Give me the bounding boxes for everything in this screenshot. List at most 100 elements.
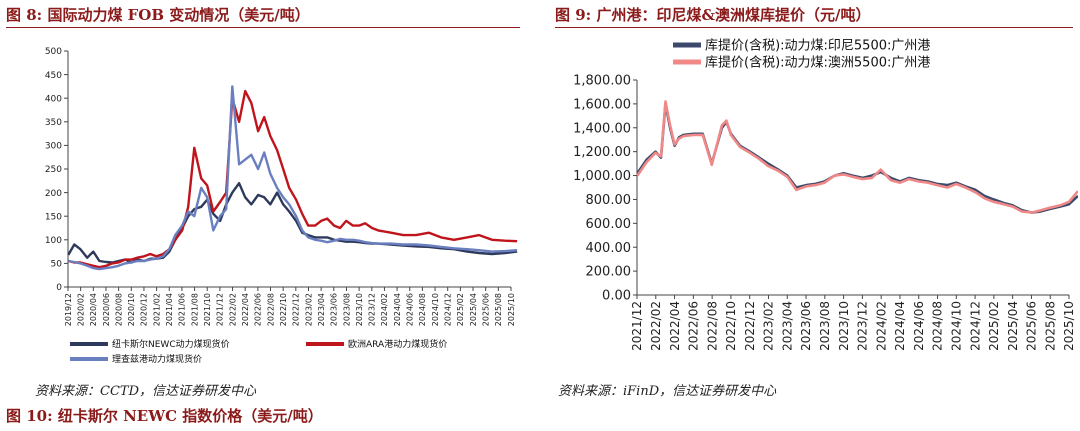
- x-tick-label: 2021/08: [190, 293, 199, 326]
- x-tick-label: 2025/08: [1043, 301, 1057, 351]
- x-tick-label: 2020/04: [89, 293, 98, 326]
- x-tick-label: 2020/02: [76, 293, 85, 326]
- y-tick-label: 200.00: [586, 265, 632, 280]
- x-tick-label: 2021/02: [152, 293, 161, 326]
- x-tick-label: 2021/10: [203, 293, 212, 326]
- x-tick-label: 2025/10: [507, 293, 516, 326]
- y-tick-label: 1,000.00: [573, 169, 631, 184]
- x-tick-label: 2022/10: [724, 301, 738, 351]
- x-tick-label: 2025/02: [456, 293, 465, 326]
- x-tick-label: 2023/02: [304, 293, 313, 326]
- x-tick-label: 2022/08: [266, 293, 275, 326]
- x-tick-label: 2020/12: [140, 293, 149, 326]
- legend-label-1: 纽卡斯尔NEWC动力煤现货价: [112, 338, 230, 350]
- x-tick-label: 2023/10: [355, 293, 364, 326]
- x-tick-label: 2023/10: [837, 301, 851, 351]
- x-tick-label: 2024/02: [874, 301, 888, 351]
- figure-10-title-text: 纽卡斯尔 NEWC 指数价格（美元/吨）: [57, 407, 323, 425]
- x-tick-label: 2022/06: [254, 293, 263, 326]
- x-tick-label: 2023/06: [330, 293, 339, 326]
- series-line-1: [636, 102, 1078, 214]
- x-tick-label: 2023/12: [856, 301, 870, 351]
- y-tick-label: 400: [45, 94, 62, 104]
- chart-guangzhou-port-prices: 0.00 200.00 400.00 600.00 800.00 1,000.00 1,20…: [573, 38, 1078, 351]
- series-line-3: [68, 85, 518, 271]
- x-tick-label: 2025/02: [987, 301, 1001, 351]
- x-tick-label: 2021/04: [165, 293, 174, 326]
- x-tick-label: 2023/06: [799, 301, 813, 351]
- y-tick-label: 1,200.00: [573, 145, 631, 160]
- x-tick-label: 2021/12: [630, 301, 644, 351]
- y-tick-label: 500: [45, 47, 62, 57]
- x-tick-label: 2024/02: [380, 293, 389, 326]
- x-tick-label: 2024/12: [968, 301, 982, 351]
- x-tick-label: 2025/06: [481, 293, 490, 326]
- y-tick-label: 50: [51, 260, 63, 270]
- x-tick-label: 2024/04: [393, 293, 402, 326]
- x-tick-label: 2020/10: [127, 293, 136, 326]
- figure-8-source: 资料来源：CCTD，信达证券研发中心: [35, 384, 256, 399]
- x-tick-label: 2025/04: [469, 293, 478, 326]
- x-tick-label: 2024/10: [950, 301, 964, 351]
- x-tick-label: 2024/08: [418, 293, 427, 326]
- x-tick-label: 2023/08: [342, 293, 351, 326]
- x-tick-label: 2020/08: [114, 293, 123, 326]
- x-tick-label: 2021/12: [216, 293, 225, 326]
- x-tick-label: 2021/06: [178, 293, 187, 326]
- y-tick-label: 400.00: [586, 241, 632, 256]
- x-tick-label: 2023/02: [762, 301, 776, 351]
- x-tick-label: 2023/04: [780, 301, 794, 351]
- figure-10-title: 图 10: 纽卡斯尔 NEWC 指数价格（美元/吨）: [6, 405, 323, 426]
- x-tick-label: 2019/12: [64, 293, 73, 326]
- x-tick-label: 2024/04: [893, 301, 907, 351]
- series-line-2: [68, 89, 518, 269]
- y-tick-label: 0: [56, 283, 62, 293]
- y-tick-label: 600.00: [586, 217, 632, 232]
- x-tick-label: 2024/06: [406, 293, 415, 326]
- x-tick-label: 2022/02: [228, 293, 237, 326]
- legend-label-3: 理查兹港动力煤现货价: [112, 353, 202, 365]
- x-tick-label: 2024/10: [431, 293, 440, 326]
- y-tick-label: 1,600.00: [573, 97, 631, 112]
- y-tick-label: 450: [45, 71, 62, 81]
- figure-8-title-rule: [6, 27, 520, 28]
- legend-label-2: 库提价(含税):动力煤:澳洲5500:广州港: [705, 55, 930, 71]
- x-tick-label: 2022/02: [649, 301, 663, 351]
- figure-8-number: 图 8:: [6, 6, 43, 24]
- y-tick-label: 200: [45, 189, 62, 199]
- y-tick-label: 1,800.00: [573, 74, 631, 89]
- figure-8-title-text: 国际动力煤 FOB 变动情况（美元/吨）: [47, 6, 310, 24]
- x-tick-label: 2022/04: [668, 301, 682, 351]
- x-tick-label: 2022/12: [292, 293, 301, 326]
- x-tick-label: 2024/06: [912, 301, 926, 351]
- legend-label-2: 欧洲ARA港动力煤现货价: [348, 338, 447, 350]
- figure-9-title: 图 9: 广州港：印尼煤&澳洲煤库提价（元/吨）: [555, 4, 870, 25]
- figure-9-source: 资料来源：iFinD，信达证券研发中心: [558, 384, 777, 399]
- x-tick-label: 2024/08: [931, 301, 945, 351]
- y-tick-label: 1,400.00: [573, 121, 631, 136]
- y-tick-label: 300: [45, 142, 62, 152]
- x-tick-label: 2023/08: [818, 301, 832, 351]
- x-tick-label: 2023/04: [317, 293, 326, 326]
- x-tick-label: 2022/10: [279, 293, 288, 326]
- x-tick-label: 2023/12: [368, 293, 377, 326]
- figure-8-title: 图 8: 国际动力煤 FOB 变动情况（美元/吨）: [6, 4, 310, 25]
- y-tick-label: 0.00: [602, 289, 631, 304]
- x-tick-label: 2025/06: [1025, 301, 1039, 351]
- figure-10-number: 图 10:: [6, 407, 53, 425]
- y-tick-label: 100: [45, 236, 62, 246]
- legend-label-1: 库提价(含税):动力煤:印尼5500:广州港: [705, 38, 930, 54]
- x-tick-label: 2022/08: [705, 301, 719, 351]
- figure-9-title-rule: [555, 27, 1073, 28]
- y-tick-label: 250: [45, 165, 62, 175]
- x-tick-label: 2025/10: [1062, 301, 1076, 351]
- series-line-2: [636, 100, 1078, 214]
- y-tick-label: 150: [45, 212, 62, 222]
- y-tick-label: 350: [45, 118, 62, 128]
- x-tick-label: 2022/06: [687, 301, 701, 351]
- x-tick-label: 2022/12: [743, 301, 757, 351]
- y-tick-label: 800.00: [586, 193, 632, 208]
- figure-9-number: 图 9:: [555, 6, 592, 24]
- x-tick-label: 2025/04: [1006, 301, 1020, 351]
